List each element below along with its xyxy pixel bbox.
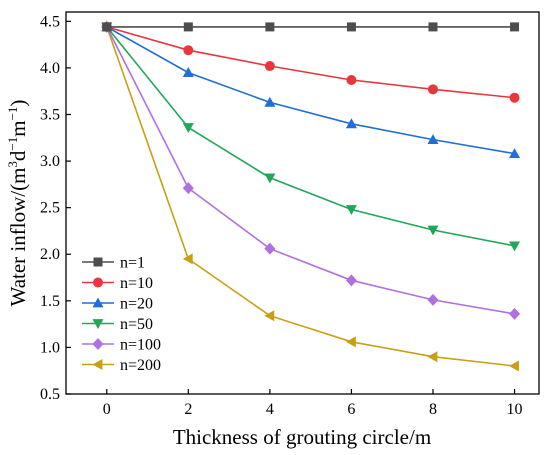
series-line xyxy=(106,26,515,247)
legend-marker xyxy=(92,319,104,329)
legend-item: n=20 xyxy=(82,296,153,313)
y-axis-label-sup: 3 xyxy=(5,161,20,168)
y-axis-label-sup: −1 xyxy=(5,137,20,151)
data-point xyxy=(345,274,357,287)
x-tick-label: 2 xyxy=(184,401,192,418)
series-n-10 xyxy=(101,21,520,103)
data-point xyxy=(345,336,356,348)
y-axis-label-part: Water inflow/(m xyxy=(6,168,30,307)
y-tick-label: 3.5 xyxy=(40,106,60,123)
series-n-20 xyxy=(101,21,521,159)
data-point xyxy=(427,351,438,363)
legend-marker xyxy=(92,297,104,308)
data-point xyxy=(427,134,439,145)
data-point xyxy=(182,67,194,77)
y-tick-label: 2.5 xyxy=(40,200,60,217)
legend-marker xyxy=(93,257,103,267)
data-point xyxy=(510,22,520,32)
legend-item: n=200 xyxy=(82,357,161,374)
x-tick-label: 6 xyxy=(347,401,355,418)
series-layer xyxy=(101,20,521,372)
plot-frame xyxy=(65,11,540,395)
data-point xyxy=(509,307,521,320)
data-point xyxy=(509,360,519,372)
series-line xyxy=(106,26,515,367)
y-tick-label: 4.5 xyxy=(40,13,60,30)
data-point xyxy=(345,118,357,129)
legend-item: n=50 xyxy=(82,316,153,333)
series-n-1 xyxy=(102,22,520,32)
y-tick-label: 2.0 xyxy=(40,246,60,263)
y-axis-label-sup: −1 xyxy=(5,107,20,121)
series-n-50 xyxy=(101,22,521,252)
y-tick-label: 0.5 xyxy=(40,386,60,403)
data-point xyxy=(183,22,193,32)
data-point xyxy=(509,148,521,159)
y-axis-label-part: m xyxy=(6,120,30,136)
y-tick-label: 4.0 xyxy=(40,60,60,77)
data-point xyxy=(346,75,357,86)
legend-label: n=1 xyxy=(120,255,145,272)
series-n-100 xyxy=(101,20,521,320)
y-axis-label-part: ) xyxy=(6,100,30,107)
legend-item: n=1 xyxy=(82,255,145,272)
data-point xyxy=(427,225,439,236)
legend-item: n=100 xyxy=(82,337,161,354)
y-tick-label: 1.0 xyxy=(40,339,60,356)
data-point xyxy=(346,22,356,32)
x-axis-label: Thickness of grouting circle/m xyxy=(173,425,431,449)
legend-marker xyxy=(93,277,103,288)
series-n-200 xyxy=(101,21,519,372)
data-point xyxy=(428,22,438,32)
x-axis: 0 2 4 6 8 10 xyxy=(103,389,523,418)
y-axis-label: Water inflow/(m3d−1m−1) xyxy=(5,100,30,307)
data-point xyxy=(183,45,194,56)
data-point xyxy=(427,84,438,95)
data-point xyxy=(264,242,276,255)
legend: n=1 n=10 n=20 n=50 n=100 n=200 xyxy=(82,255,161,374)
legend-marker xyxy=(92,359,103,370)
data-point xyxy=(182,182,194,195)
series-line xyxy=(106,26,515,99)
y-tick-label: 1.5 xyxy=(40,293,60,310)
y-axis-label-part: d xyxy=(6,150,30,161)
legend-label: n=10 xyxy=(120,275,153,292)
x-tick-label: 10 xyxy=(507,401,523,418)
data-point xyxy=(182,253,193,265)
legend-label: n=100 xyxy=(120,337,161,354)
legend-label: n=200 xyxy=(120,357,161,374)
data-point xyxy=(264,96,276,107)
data-point xyxy=(509,241,521,252)
series-line xyxy=(106,26,515,155)
data-point xyxy=(345,205,357,216)
x-tick-label: 0 xyxy=(103,401,111,418)
y-axis: 0.5 1.0 1.5 2.0 2.5 3.0 3.5 4.0 4.5 xyxy=(40,13,71,403)
data-point xyxy=(182,123,194,134)
data-point xyxy=(264,173,276,184)
data-point xyxy=(264,61,275,72)
series-line xyxy=(106,26,515,315)
data-point xyxy=(509,92,520,103)
data-point xyxy=(264,310,275,322)
data-point xyxy=(265,22,275,32)
x-tick-label: 4 xyxy=(266,401,274,418)
legend-item: n=10 xyxy=(82,275,153,292)
data-point xyxy=(102,22,112,32)
legend-marker xyxy=(92,338,104,350)
data-point xyxy=(427,293,439,306)
legend-label: n=50 xyxy=(120,316,153,333)
y-tick-label: 3.0 xyxy=(40,153,60,170)
legend-label: n=20 xyxy=(120,296,153,313)
x-tick-label: 8 xyxy=(429,401,437,418)
